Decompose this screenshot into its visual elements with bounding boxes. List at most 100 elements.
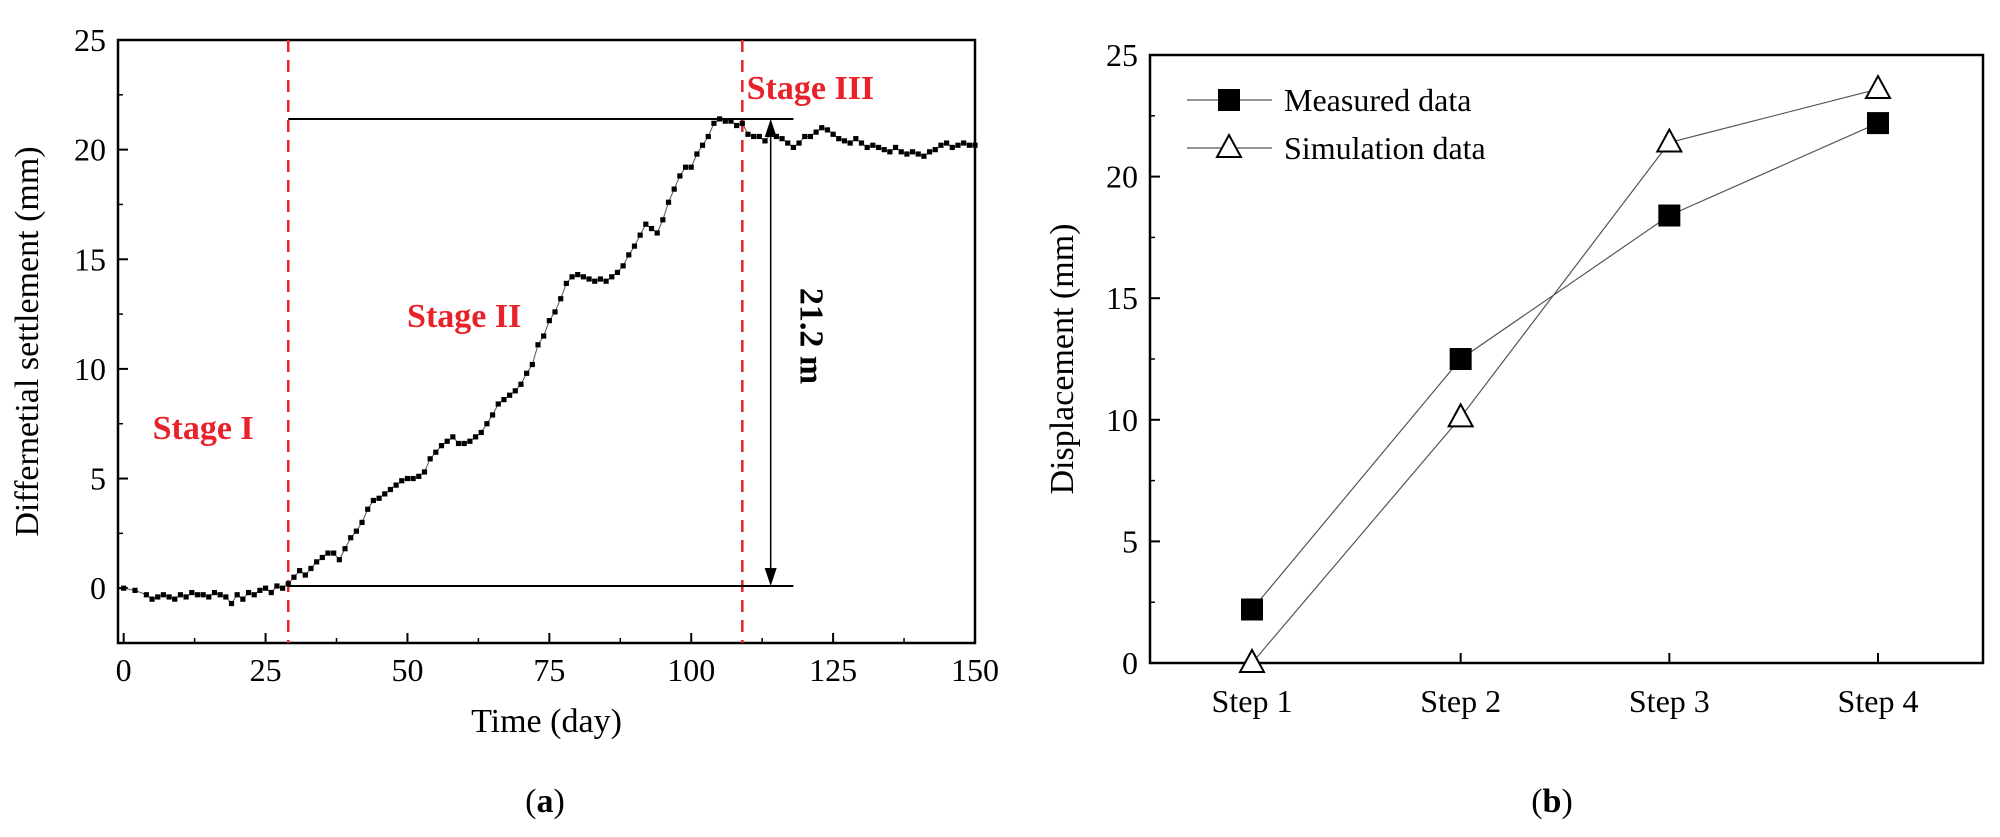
settlement-point	[677, 173, 683, 179]
chart-b: 0 5 10 15 20 25 Step 1 Step 2 Step 3 Step 4 Measu…	[1044, 37, 1985, 820]
settlement-point	[773, 133, 779, 140]
settlement-point	[734, 122, 740, 129]
settlement-point	[501, 397, 507, 403]
legend-marker-measured	[1218, 89, 1240, 111]
simulation-point	[1238, 647, 1266, 673]
settlement-point	[433, 449, 439, 455]
settlement-point	[421, 469, 428, 475]
settlement-point	[694, 151, 700, 157]
settlement-point	[711, 120, 717, 126]
settlement-point	[597, 276, 604, 282]
settlement-point	[768, 131, 774, 137]
stage-label-2: Stage II	[407, 298, 521, 335]
measured-series-line	[1251, 122, 1879, 610]
settlement-point	[603, 278, 609, 284]
chart-a-frame	[116, 38, 977, 645]
settlement-series-line	[123, 118, 975, 605]
dimension-arrow-head-bottom	[764, 567, 777, 586]
settlement-point	[966, 142, 972, 148]
settlement-point	[143, 592, 149, 598]
settlement-point	[717, 116, 723, 122]
x-tick-label-a: 25	[250, 652, 282, 688]
settlement-point	[892, 144, 899, 151]
settlement-point	[495, 401, 501, 407]
settlement-point	[955, 142, 961, 148]
settlement-point	[586, 276, 592, 282]
settlement-point	[796, 140, 802, 146]
panel-letter-b: b	[1543, 783, 1562, 820]
settlement-point	[944, 140, 950, 146]
settlement-point	[444, 438, 450, 444]
chart-a-y-axis-title: Differnetial settlement (mm)	[9, 146, 46, 536]
settlement-point	[461, 440, 467, 447]
settlement-point	[245, 589, 252, 596]
settlement-point	[790, 144, 796, 151]
x-tick-label-b: Step 4	[1838, 683, 1919, 719]
chart-b-series	[1238, 73, 1892, 673]
settlement-point	[262, 585, 269, 591]
settlement-point	[807, 133, 814, 140]
chart-b-frame	[1148, 53, 1985, 665]
panel-label-a: (a)	[525, 783, 565, 820]
settlement-point	[858, 140, 865, 146]
settlement-point	[297, 568, 303, 574]
settlement-point	[223, 594, 229, 600]
chart-a-stage-guides	[287, 40, 794, 643]
settlement-point	[824, 127, 831, 133]
settlement-point	[291, 574, 297, 580]
settlement-point	[938, 142, 944, 148]
settlement-point	[785, 140, 791, 146]
settlement-point	[541, 333, 547, 339]
x-tick-label-b: Step 2	[1420, 683, 1501, 719]
chart-a-series	[121, 116, 978, 607]
settlement-point	[762, 138, 768, 144]
settlement-point	[915, 151, 921, 157]
settlement-point	[751, 133, 757, 140]
y-tick-label-a: 15	[74, 241, 106, 277]
settlement-point	[699, 142, 706, 148]
y-tick-label-a: 5	[90, 461, 106, 497]
settlement-point	[228, 600, 235, 607]
settlement-point	[524, 370, 530, 376]
settlement-point	[529, 361, 535, 368]
chart-a-ticks: 0 25 50 75 100 125 150 0 5 10 15 20 25	[74, 22, 999, 688]
settlement-point	[370, 497, 376, 504]
settlement-point	[234, 592, 240, 598]
settlement-point	[455, 440, 462, 447]
settlement-point	[626, 252, 632, 258]
settlement-point	[217, 592, 223, 598]
settlement-point	[427, 456, 433, 462]
settlement-point	[864, 144, 870, 151]
settlement-point	[592, 278, 598, 284]
x-tick-label-a: 75	[533, 652, 565, 688]
x-tick-label-b: Step 3	[1629, 683, 1710, 719]
y-tick-label-a: 0	[90, 570, 106, 606]
settlement-point	[319, 554, 325, 561]
stage-label-1: Stage I	[153, 410, 254, 447]
settlement-point	[972, 142, 978, 148]
settlement-point	[348, 535, 354, 541]
settlement-point	[325, 550, 331, 556]
y-tick-label-b: 15	[1106, 280, 1138, 316]
settlement-point	[484, 421, 490, 427]
legend-marker-simulation	[1215, 132, 1243, 158]
settlement-point	[166, 594, 172, 600]
settlement-point	[365, 506, 371, 512]
settlement-point	[620, 263, 626, 269]
x-tick-label-a: 50	[391, 652, 423, 688]
chart-b-plot-border	[1148, 53, 1985, 665]
simulation-series-line	[1251, 88, 1879, 664]
settlement-point	[841, 138, 848, 144]
settlement-point	[331, 550, 337, 556]
settlement-point	[177, 592, 184, 598]
chart-a: 0 25 50 75 100 125 150 0 5 10 15 20 25 Stage I Stage…	[9, 22, 999, 820]
settlement-point	[507, 392, 513, 398]
x-tick-label-a: 100	[667, 652, 715, 688]
simulation-point	[1655, 127, 1684, 153]
y-tick-label-a: 25	[74, 22, 106, 58]
settlement-point	[546, 318, 552, 324]
settlement-point	[382, 491, 388, 497]
settlement-point	[575, 272, 581, 278]
settlement-point	[285, 581, 291, 587]
settlement-point	[279, 585, 286, 591]
